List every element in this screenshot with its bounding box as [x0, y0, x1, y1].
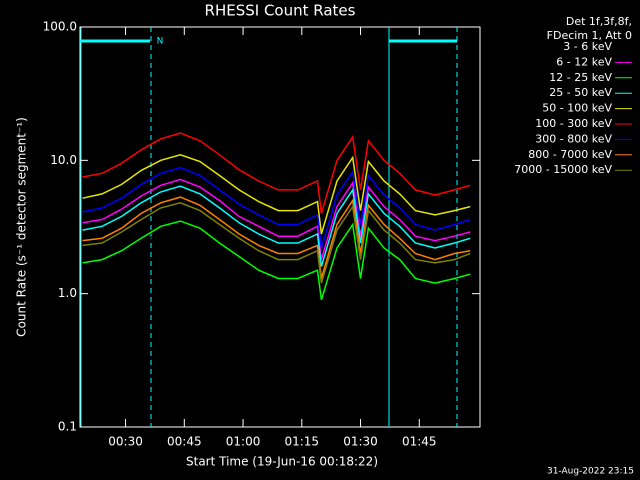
- legend-label: 12 - 25 keV: [549, 71, 612, 84]
- y-axis-label: Count Rate (s⁻¹ detector segment⁻¹): [15, 117, 29, 337]
- series-line: [82, 166, 471, 249]
- timestamp: 31-Aug-2022 23:15: [547, 467, 634, 477]
- plot-frame: [79, 26, 481, 428]
- x-tick-label: 01:45: [402, 435, 437, 449]
- legend-header: FDecim 1, Att 0: [547, 29, 632, 42]
- x-tick-label: 01:15: [284, 435, 319, 449]
- legend-label: 50 - 100 keV: [542, 102, 612, 115]
- annotation: N: [157, 37, 164, 47]
- series-line: [82, 178, 471, 260]
- series-line: [82, 132, 471, 214]
- series-line: [82, 154, 471, 235]
- series-line: [82, 196, 471, 279]
- x-axis-label: Start Time (19-Jun-16 00:18:22): [186, 455, 378, 469]
- series-line: [82, 185, 471, 267]
- series-line: [82, 202, 471, 284]
- chart-title: RHESSI Count Rates: [205, 2, 356, 20]
- legend-label: 7000 - 15000 keV: [514, 163, 612, 176]
- x-tick-label: 00:30: [108, 435, 143, 449]
- y-tick-label: 100.0: [43, 20, 77, 34]
- legend-label: 800 - 7000 keV: [528, 148, 612, 161]
- series-line: [82, 225, 471, 307]
- legend-label: 6 - 12 keV: [556, 55, 612, 68]
- legend-label: 3 - 6 keV: [563, 40, 612, 53]
- x-tick-label: 01:30: [343, 435, 378, 449]
- y-tick-label: 1.0: [58, 286, 77, 300]
- legend-label: 300 - 800 keV: [535, 132, 612, 145]
- legend-label: 25 - 50 keV: [549, 86, 612, 99]
- series-line: [82, 220, 471, 301]
- legend-header: Det 1f,3f,8f,: [566, 15, 632, 28]
- y-tick-label: 10.0: [50, 153, 77, 167]
- legend-label: 100 - 300 keV: [535, 117, 612, 130]
- x-tick-label: 01:00: [226, 435, 261, 449]
- x-tick-label: 00:45: [167, 435, 202, 449]
- y-tick-label: 0.1: [58, 420, 77, 434]
